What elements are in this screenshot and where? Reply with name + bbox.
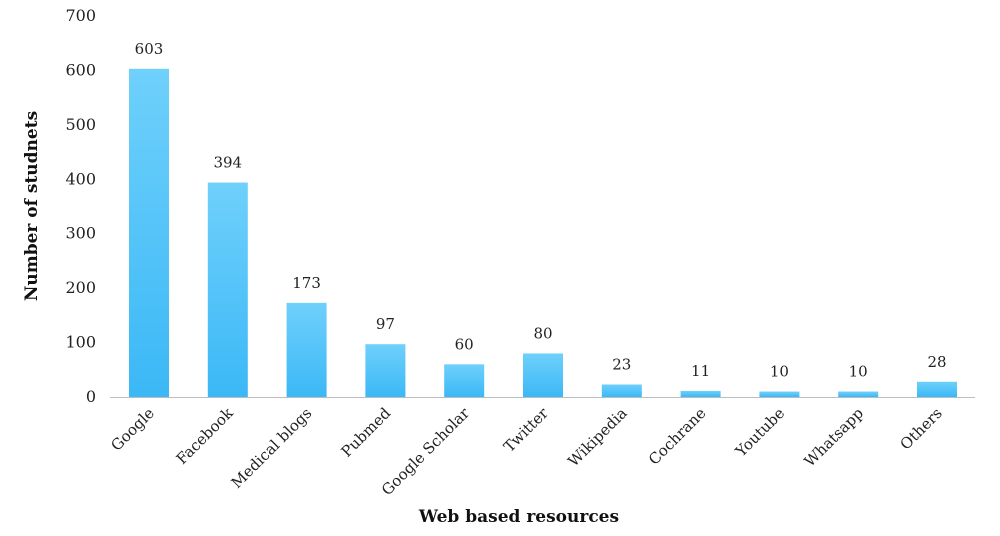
x-tick-label: Twitter bbox=[500, 404, 552, 456]
data-label: 173 bbox=[292, 274, 321, 292]
y-tick-label: 300 bbox=[65, 224, 96, 243]
x-tick-label: Cochrane bbox=[645, 404, 710, 469]
bar bbox=[444, 364, 485, 397]
y-axis-ticks: 0 100 200 300 400 500 600 700 bbox=[65, 6, 96, 406]
x-tick-label: Pubmed bbox=[338, 404, 395, 461]
x-tick-label: Others bbox=[897, 404, 946, 453]
y-tick-label: 600 bbox=[65, 60, 96, 79]
y-tick-label: 0 bbox=[86, 387, 96, 406]
data-label: 10 bbox=[770, 363, 789, 381]
y-axis-title: Number of studnets bbox=[22, 111, 42, 301]
data-label: 80 bbox=[533, 324, 552, 342]
data-label: 97 bbox=[376, 315, 395, 333]
bar bbox=[917, 381, 957, 397]
y-tick-label: 400 bbox=[65, 169, 96, 188]
bar bbox=[207, 182, 248, 397]
y-tick-label: 100 bbox=[65, 333, 96, 352]
data-label: 60 bbox=[455, 335, 474, 353]
bar bbox=[759, 391, 800, 397]
y-tick-label: 200 bbox=[65, 278, 96, 297]
bar bbox=[601, 384, 642, 397]
bar bbox=[365, 344, 406, 397]
bar bbox=[838, 391, 879, 397]
y-tick-label: 700 bbox=[65, 6, 96, 25]
bar bbox=[680, 391, 721, 397]
data-label: 603 bbox=[135, 40, 164, 58]
data-label: 11 bbox=[691, 362, 710, 380]
data-label: 10 bbox=[849, 363, 868, 381]
x-tick-label: Facebook bbox=[173, 403, 238, 468]
bar bbox=[523, 353, 563, 397]
x-tick-label: Medical blogs bbox=[228, 404, 316, 492]
x-tick-label: Google bbox=[107, 404, 158, 455]
data-labels: 603 394 173 97 60 80 23 11 10 10 28 bbox=[135, 40, 947, 381]
x-tick-label: Wikipedia bbox=[564, 404, 630, 470]
x-tick-label: Youtube bbox=[731, 404, 788, 461]
data-label: 28 bbox=[927, 353, 946, 371]
bars bbox=[129, 68, 957, 397]
data-label: 23 bbox=[612, 355, 631, 373]
bar bbox=[129, 68, 169, 397]
data-label: 394 bbox=[213, 154, 242, 172]
y-tick-label: 500 bbox=[65, 115, 96, 134]
x-axis-title: Web based resources bbox=[418, 507, 619, 527]
bar bbox=[286, 302, 327, 397]
x-tick-label: Whatsapp bbox=[801, 404, 867, 470]
